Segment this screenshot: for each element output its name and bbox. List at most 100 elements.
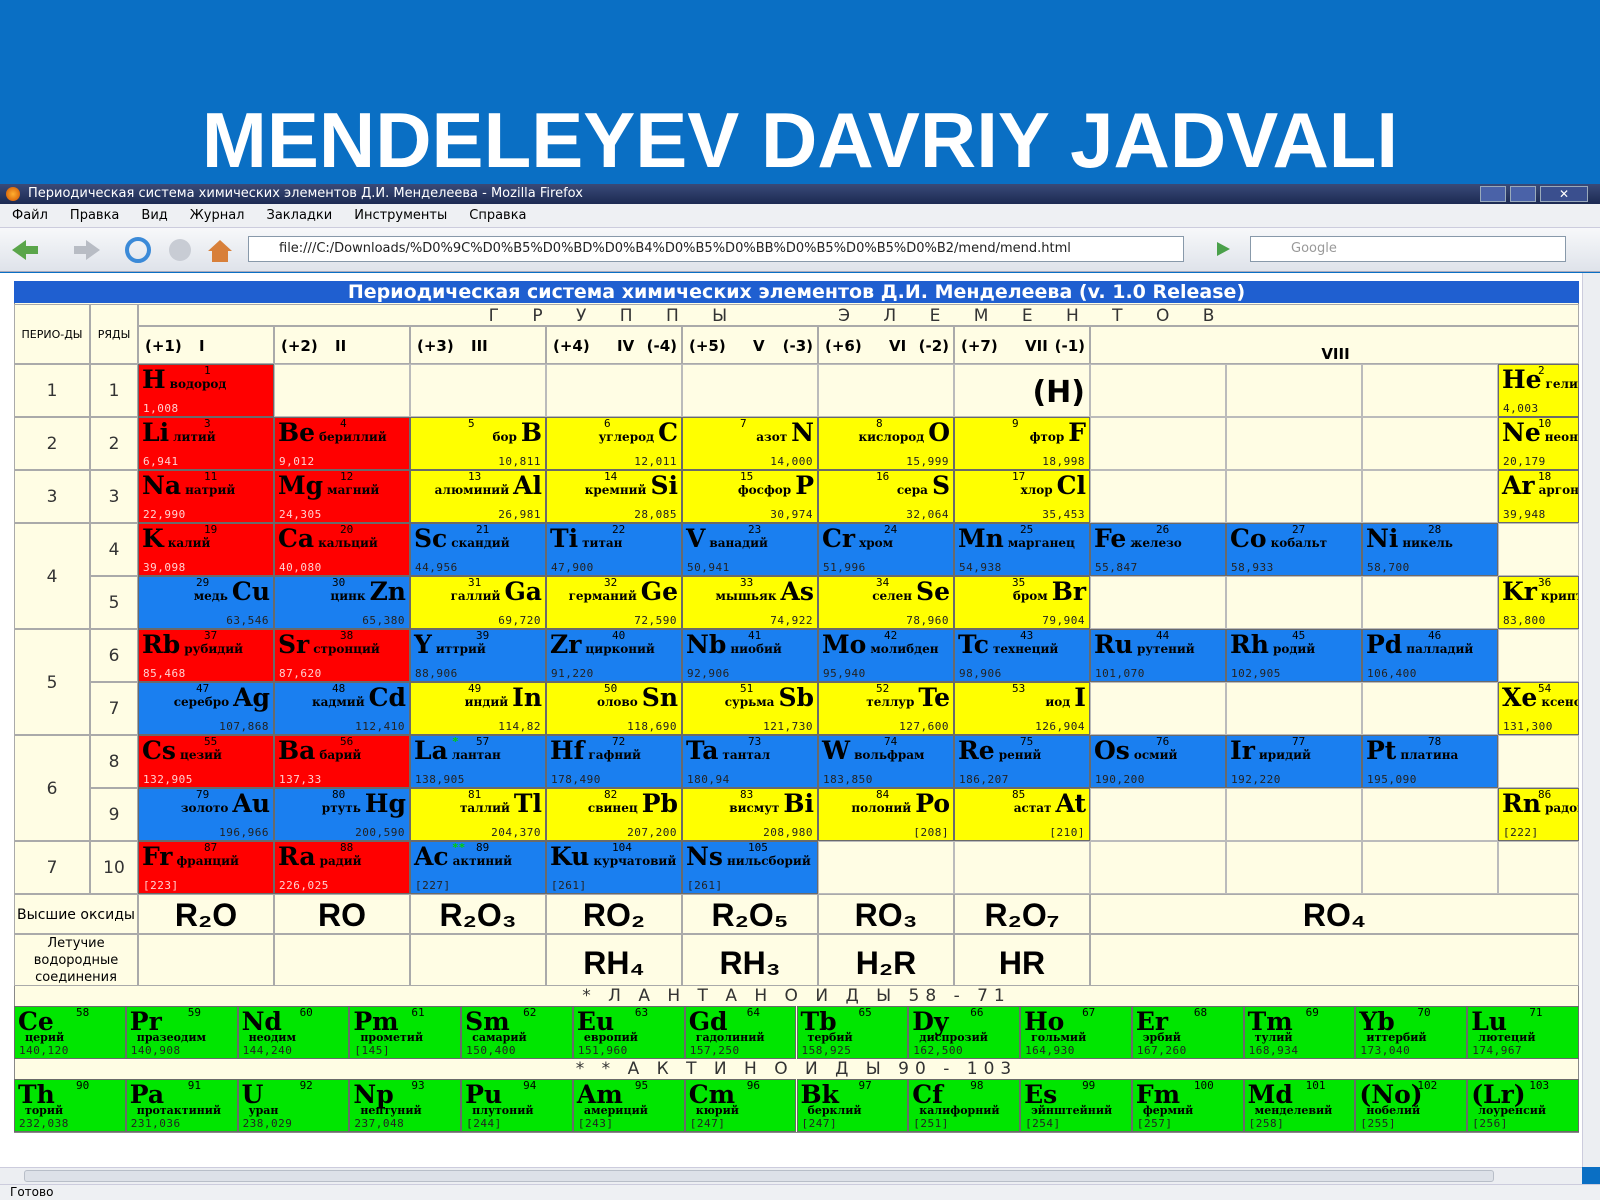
element-cell[interactable]: Te теллур 52 127,600 xyxy=(818,682,954,735)
menu-item[interactable]: Справка xyxy=(469,208,527,223)
element-cell[interactable]: Ca кальций 20 40,080 xyxy=(274,523,410,576)
element-cell[interactable]: Pb свинец 82 207,200 xyxy=(546,788,682,841)
element-cell[interactable]: Ra радий 88 226,025 xyxy=(274,841,410,894)
element-cell[interactable]: Es 99 [254] эйнштейний xyxy=(1020,1079,1132,1132)
element-cell[interactable]: (H) xyxy=(954,364,1090,417)
element-cell[interactable]: Bi висмут 83 208,980 xyxy=(682,788,818,841)
element-cell[interactable]: Li литий 3 6,941 xyxy=(138,417,274,470)
element-cell[interactable]: Pu 94 [244] плутоний xyxy=(461,1079,573,1132)
element-cell[interactable]: Re рений 75 186,207 xyxy=(954,735,1090,788)
menu-item[interactable]: Правка xyxy=(69,208,120,223)
element-cell[interactable]: Ge германий 32 72,590 xyxy=(546,576,682,629)
element-cell[interactable]: Bk 97 [247] берклий xyxy=(796,1079,909,1132)
menu-item[interactable]: Инструменты xyxy=(354,208,448,223)
element-cell[interactable]: Rh родий 45 102,905 xyxy=(1226,629,1362,682)
close-button[interactable]: ✕ xyxy=(1540,186,1588,202)
reload-button[interactable] xyxy=(125,237,151,263)
element-cell[interactable]: Be бериллий 4 9,012 xyxy=(274,417,410,470)
element-cell[interactable]: Sm 62 150,400 самарий xyxy=(461,1006,573,1059)
element-cell[interactable]: U 92 238,029 уран xyxy=(237,1079,350,1132)
menu-item[interactable]: Файл xyxy=(12,208,48,223)
element-cell[interactable]: Krкриптон36 83,800 xyxy=(1498,576,1579,629)
element-cell[interactable]: Ni никель 28 58,700 xyxy=(1362,523,1498,576)
element-cell[interactable]: Hg ртуть 80 200,590 xyxy=(274,788,410,841)
maximize-button[interactable] xyxy=(1510,186,1536,202)
element-cell[interactable]: Sb сурьма 51 121,730 xyxy=(682,682,818,735)
element-cell[interactable]: Dy 66 162,500 диспрозий xyxy=(908,1006,1021,1059)
element-cell[interactable]: Fe железо 26 55,847 xyxy=(1090,523,1226,576)
element-cell[interactable]: Ac актиний 89 ** [227] xyxy=(410,841,546,894)
element-cell[interactable]: Tm 69 168,934 тулий xyxy=(1243,1006,1356,1059)
element-cell[interactable]: Tc технеций 43 98,906 xyxy=(954,629,1090,682)
element-cell[interactable]: Na натрий 11 22,990 xyxy=(138,470,274,523)
element-cell[interactable]: Cu медь 29 63,546 xyxy=(138,576,274,629)
element-cell[interactable]: Sr стронций 38 87,620 xyxy=(274,629,410,682)
element-cell[interactable]: Pr 59 140,908 празеодим xyxy=(125,1006,238,1059)
element-cell[interactable]: Md 101 [258] менделевий xyxy=(1243,1079,1356,1132)
element-cell[interactable]: Ta тантал 73 180,94 xyxy=(682,735,818,788)
element-cell[interactable]: Ku курчатовий 104 [261] xyxy=(546,841,682,894)
element-cell[interactable]: Pd палладий 46 106,400 xyxy=(1362,629,1498,682)
stop-button[interactable] xyxy=(169,239,191,261)
element-cell[interactable]: Pm 61 [145] прометий xyxy=(349,1006,462,1059)
element-cell[interactable]: Nd 60 144,240 неодим xyxy=(237,1006,350,1059)
element-cell[interactable]: Np 93 237,048 нептуний xyxy=(349,1079,462,1132)
element-cell[interactable]: Ne неон 10 20,179 xyxy=(1498,417,1579,470)
menu-item[interactable]: Журнал xyxy=(189,208,245,223)
element-cell[interactable]: Pa 91 231,036 протактиний xyxy=(125,1079,238,1132)
minimize-button[interactable] xyxy=(1480,186,1506,202)
element-cell[interactable]: Yb 70 173,040 иттербий xyxy=(1355,1006,1468,1059)
back-button[interactable] xyxy=(12,240,38,260)
element-cell[interactable]: In индий 49 114,82 xyxy=(410,682,546,735)
element-cell[interactable]: Er 68 167,260 эрбий xyxy=(1131,1006,1244,1059)
element-cell[interactable]: Nb ниобий 41 92,906 xyxy=(682,629,818,682)
element-cell[interactable]: Se селен 34 78,960 xyxy=(818,576,954,629)
element-cell[interactable]: Mo молибден 42 95,940 xyxy=(818,629,954,682)
element-cell[interactable]: Ns нильсборий 105 [261] xyxy=(682,841,818,894)
element-cell[interactable]: Ti титан 22 47,900 xyxy=(546,523,682,576)
element-cell[interactable]: Hf гафний 72 178,490 xyxy=(546,735,682,788)
element-cell[interactable]: At астат 85 [210] xyxy=(954,788,1090,841)
element-cell[interactable]: Ir иридий 77 192,220 xyxy=(1226,735,1362,788)
vertical-scrollbar[interactable] xyxy=(1582,273,1600,1167)
element-cell[interactable]: Br бром 35 79,904 xyxy=(954,576,1090,629)
element-cell[interactable]: Tb 65 158,925 тербий xyxy=(796,1006,909,1059)
element-cell[interactable]: Cf 98 [251] калифорний xyxy=(908,1079,1021,1132)
element-cell[interactable]: Mg магний 12 24,305 xyxy=(274,470,410,523)
element-cell[interactable]: (Lr) 103 [256] лоуренсий xyxy=(1467,1079,1579,1132)
horizontal-scrollbar[interactable] xyxy=(0,1167,1582,1184)
element-cell[interactable]: Mn марганец 25 54,938 xyxy=(954,523,1090,576)
element-cell[interactable]: Heгелий2 4,003 xyxy=(1498,364,1579,417)
home-button[interactable] xyxy=(208,240,232,262)
element-cell[interactable]: Rb рубидий 37 85,468 xyxy=(138,629,274,682)
element-cell[interactable]: Ga галлий 31 69,720 xyxy=(410,576,546,629)
url-bar[interactable]: file:///C:/Downloads/%D0%9C%D0%B5%D0%BD%… xyxy=(248,236,1184,262)
element-cell[interactable]: Xeксенон54 131,300 xyxy=(1498,682,1579,735)
element-cell[interactable]: Au золото 79 196,966 xyxy=(138,788,274,841)
search-bar[interactable]: Google xyxy=(1250,236,1566,262)
element-cell[interactable]: Cr хром 24 51,996 xyxy=(818,523,954,576)
element-cell[interactable]: Zr цирконий 40 91,220 xyxy=(546,629,682,682)
menu-item[interactable]: Вид xyxy=(141,208,168,223)
element-cell[interactable]: Cl хлор 17 35,453 xyxy=(954,470,1090,523)
element-cell[interactable]: La лантан 57 * 138,905 xyxy=(410,735,546,788)
element-cell[interactable]: Ce 58 140,120 церий xyxy=(14,1006,126,1059)
element-cell[interactable]: Cs цезий 55 132,905 xyxy=(138,735,274,788)
element-cell[interactable]: As мышьяк 33 74,922 xyxy=(682,576,818,629)
element-cell[interactable]: Co кобальт 27 58,933 xyxy=(1226,523,1362,576)
element-cell[interactable]: Fr франций 87 [223] xyxy=(138,841,274,894)
element-cell[interactable]: Fm 100 [257] фермий xyxy=(1131,1079,1244,1132)
element-cell[interactable]: Cd кадмий 48 112,410 xyxy=(274,682,410,735)
element-cell[interactable]: Ho 67 164,930 гольмий xyxy=(1020,1006,1132,1059)
